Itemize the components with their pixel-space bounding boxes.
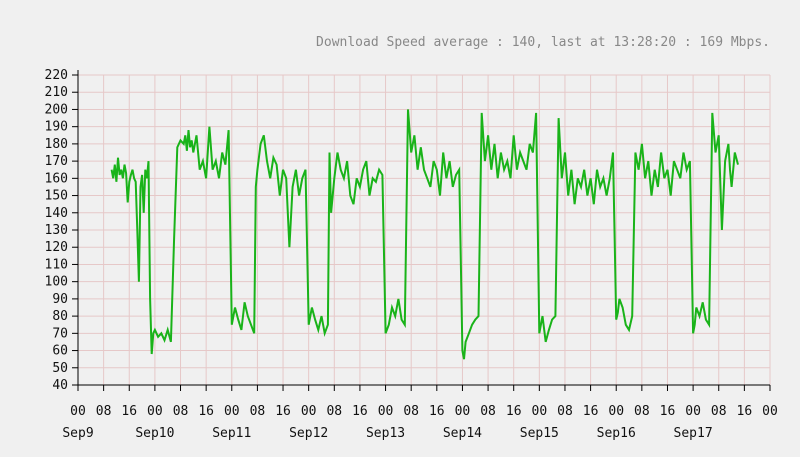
x-tick-label: 16 xyxy=(583,404,599,419)
x-tick-label: 00 xyxy=(608,404,624,419)
y-tick-label: 60 xyxy=(52,344,68,359)
series-layer xyxy=(110,109,739,360)
x-day-label: Sep16 xyxy=(597,426,636,441)
x-day-label: Sep11 xyxy=(212,426,251,441)
y-tick-label: 210 xyxy=(45,85,68,100)
x-day-label: Sep10 xyxy=(135,426,174,441)
y-tick-label: 140 xyxy=(45,206,68,221)
y-tick-label: 200 xyxy=(45,102,68,117)
axes: 40 50 60 70 80 90 100 110 120 130 140 150 160 170 180 1… xyxy=(45,68,778,441)
y-tick-label: 150 xyxy=(45,189,68,204)
x-tick-label: 16 xyxy=(121,404,137,419)
x-tick-label: 16 xyxy=(275,404,291,419)
x-tick-label: 00 xyxy=(301,404,317,419)
x-tick-label: 08 xyxy=(480,404,496,419)
y-tick-label: 110 xyxy=(45,257,68,272)
y-tick-label: 90 xyxy=(52,292,68,307)
x-tick-label: 16 xyxy=(198,404,214,419)
series-line-download-speed xyxy=(110,109,739,360)
x-day-label: Sep15 xyxy=(520,426,559,441)
x-tick-label: 00 xyxy=(685,404,701,419)
x-day-label: Sep9 xyxy=(62,426,93,441)
y-tick-label: 130 xyxy=(45,223,68,238)
x-tick-label: 00 xyxy=(147,404,163,419)
y-tick-label: 100 xyxy=(45,275,68,290)
y-tick-label: 220 xyxy=(45,68,68,83)
x-day-label: Sep17 xyxy=(674,426,713,441)
x-tick-label: 08 xyxy=(250,404,266,419)
chart-title: Download Speed average : 140, last at 13… xyxy=(316,35,770,50)
x-tick-label: 16 xyxy=(737,404,753,419)
y-tick-label: 70 xyxy=(52,326,68,341)
x-tick-label: 08 xyxy=(634,404,650,419)
x-tick-label: 08 xyxy=(711,404,727,419)
x-day-label: Sep12 xyxy=(289,426,328,441)
y-tick-label: 50 xyxy=(52,361,68,376)
y-tick-label: 190 xyxy=(45,120,68,135)
y-tick-label: 120 xyxy=(45,240,68,255)
x-tick-label: 08 xyxy=(96,404,112,419)
y-tick-label: 180 xyxy=(45,137,68,152)
x-tick-label: 00 xyxy=(762,404,778,419)
x-day-label: Sep14 xyxy=(443,426,482,441)
x-tick-label: 16 xyxy=(506,404,522,419)
y-tick-label: 80 xyxy=(52,309,68,324)
x-tick-label: 08 xyxy=(326,404,342,419)
x-tick-label: 08 xyxy=(173,404,189,419)
y-tick-label: 40 xyxy=(52,378,68,393)
y-tick-label: 170 xyxy=(45,154,68,169)
x-tick-label: 00 xyxy=(455,404,471,419)
x-tick-label: 16 xyxy=(429,404,445,419)
x-tick-label: 00 xyxy=(224,404,240,419)
grid xyxy=(78,74,771,386)
x-day-label: Sep13 xyxy=(366,426,405,441)
x-tick-label: 00 xyxy=(70,404,86,419)
x-tick-label: 00 xyxy=(378,404,394,419)
x-tick-label: 08 xyxy=(557,404,573,419)
x-tick-label: 16 xyxy=(352,404,368,419)
x-tick-label: 00 xyxy=(532,404,548,419)
x-tick-label: 16 xyxy=(660,404,676,419)
x-tick-label: 08 xyxy=(403,404,419,419)
y-tick-label: 160 xyxy=(45,171,68,186)
